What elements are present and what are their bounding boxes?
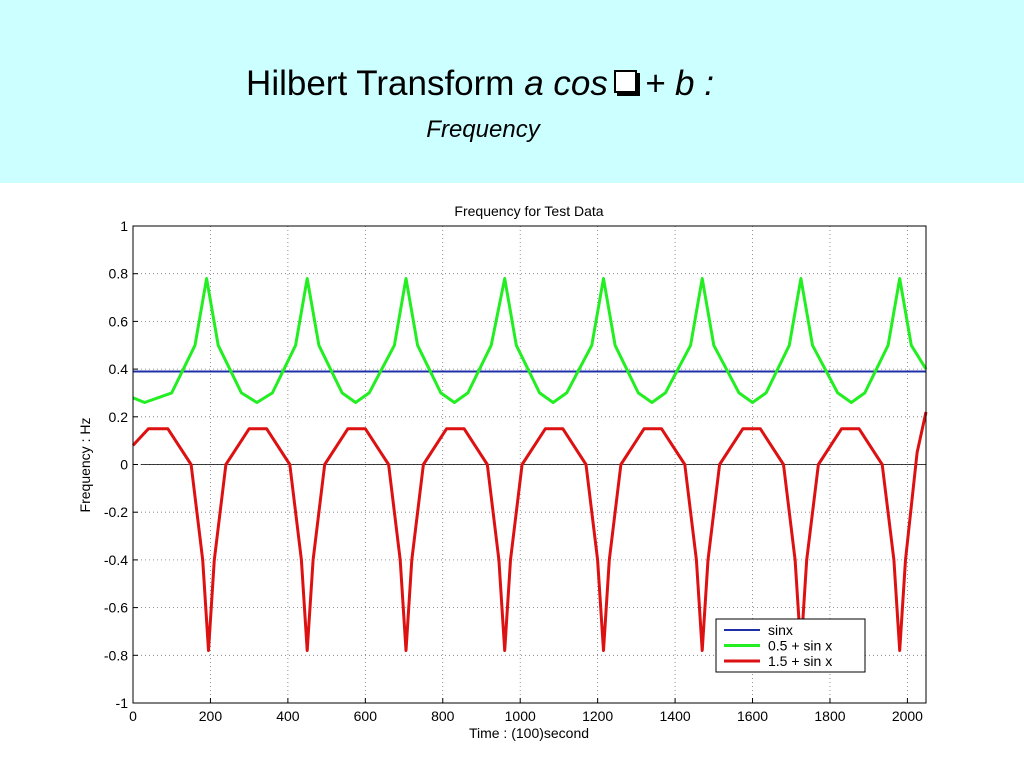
x-tick-label: 1800 — [814, 708, 845, 724]
y-tick-label: -0.4 — [104, 552, 128, 568]
series-line-2 — [132, 277, 928, 404]
slide-title: Hilbert Transform a cos + b : — [0, 64, 960, 104]
x-tick-label: 600 — [354, 708, 378, 724]
y-tick-label: -0.6 — [104, 600, 128, 616]
y-tick-label: 0 — [120, 457, 128, 473]
ticks: 0 200 400 600 800 1000 1200 1400 1600 1800 2000 -1 -… — [104, 218, 923, 724]
title-colon: : — [704, 64, 714, 103]
slide-subtitle: Frequency — [426, 116, 540, 143]
x-tick-label: 1400 — [660, 708, 691, 724]
x-tick-label: 0 — [129, 708, 137, 724]
x-tick-label: 400 — [276, 708, 300, 724]
frequency-chart: 0 200 400 600 800 1000 1200 1400 1600 1800 2000 -1 -… — [77, 203, 928, 741]
x-tick-label: 1000 — [505, 708, 536, 724]
title-formula-b: + b — [644, 64, 695, 103]
x-tick-label: 1600 — [737, 708, 768, 724]
y-tick-label: 0.8 — [109, 266, 129, 282]
title-formula-a: a cos — [524, 64, 608, 103]
slide-header: Hilbert Transform a cos + b : Frequency — [0, 0, 1024, 183]
series-group — [131, 277, 928, 652]
legend-label: 0.5 + sin x — [768, 638, 832, 654]
legend-label: sinx — [768, 622, 793, 638]
x-tick-label: 2000 — [892, 708, 923, 724]
chart-title: Frequency for Test Data — [454, 203, 603, 219]
x-axis-label: Time : (100)second — [469, 725, 589, 741]
y-tick-label: -1 — [116, 695, 129, 711]
x-tick-label: 800 — [431, 708, 455, 724]
series-line-3 — [131, 411, 928, 652]
theta-box-icon — [613, 70, 637, 93]
x-tick-label: 1200 — [582, 708, 613, 724]
y-tick-label: 0.6 — [109, 313, 129, 329]
y-tick-label: -0.8 — [104, 647, 128, 663]
y-tick-label: -0.2 — [104, 504, 128, 520]
y-tick-label: 0.4 — [109, 361, 129, 377]
legend-label: 1.5 + sin x — [768, 653, 832, 669]
y-tick-label: 0.2 — [109, 409, 129, 425]
y-tick-label: 1 — [120, 218, 128, 234]
y-axis-label: Frequency : Hz — [77, 418, 93, 513]
x-tick-label: 200 — [199, 708, 223, 724]
title-main: Hilbert Transform — [246, 64, 515, 103]
